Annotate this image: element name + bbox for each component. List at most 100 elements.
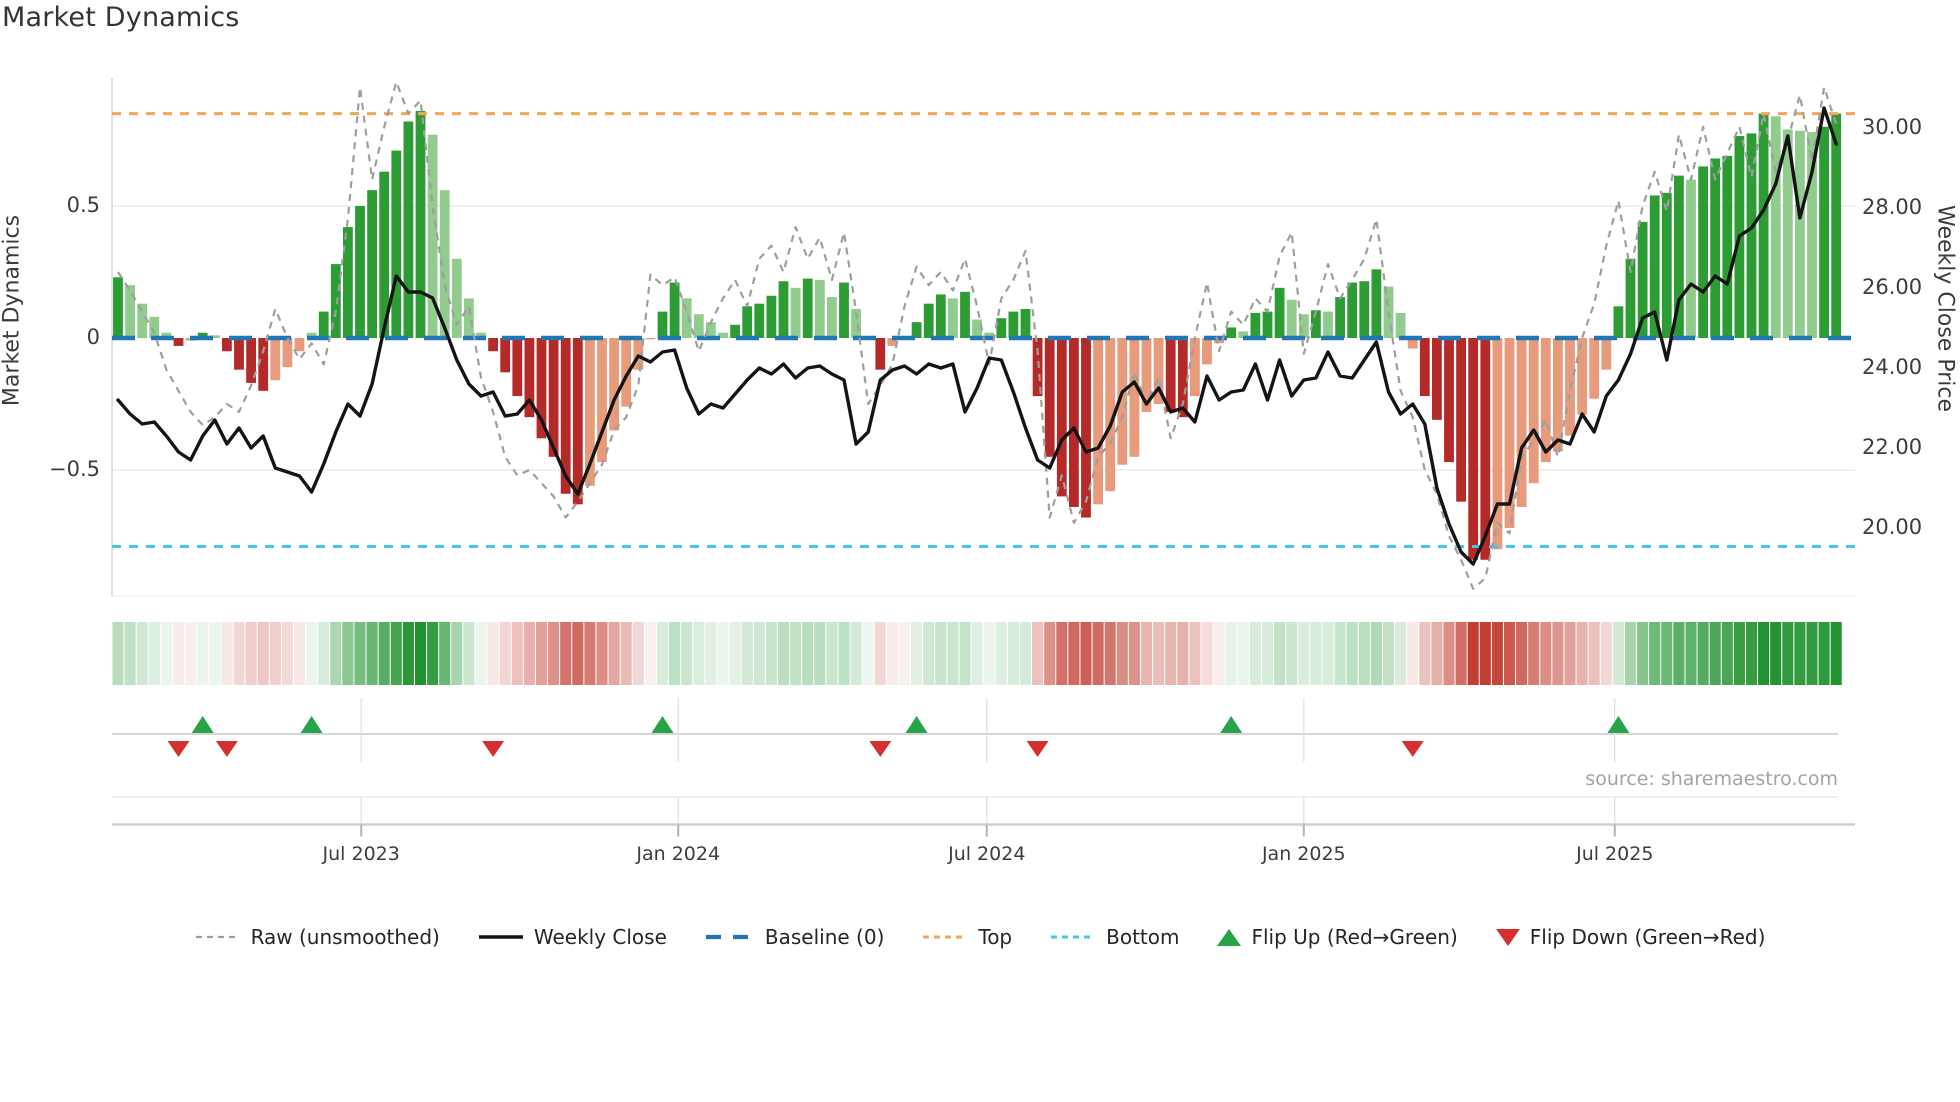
y-axis-label-left: Market Dynamics <box>0 214 25 407</box>
heatmap-cell <box>1382 622 1395 685</box>
oscillator-bar <box>197 332 208 338</box>
heatmap-cell <box>1177 622 1189 685</box>
oscillator-bar <box>633 338 644 370</box>
legend-label: Raw (unsmoothed) <box>250 925 440 949</box>
flip-up-marker <box>1607 716 1630 733</box>
oscillator-bar <box>1528 338 1539 484</box>
heatmap-cell <box>802 622 814 685</box>
price-line <box>116 106 1838 566</box>
oscillator-bar <box>464 298 474 338</box>
heatmap-cell <box>983 622 995 685</box>
heatmap-cell <box>959 622 971 685</box>
flip-up-marker <box>905 716 928 733</box>
oscillator-bar <box>1008 311 1019 338</box>
oscillator-bar <box>1637 221 1648 338</box>
heatmap-cell <box>269 622 281 685</box>
y-tick-label-left: 0.5 <box>66 193 100 217</box>
heatmap-cell <box>1322 622 1334 685</box>
heatmap-cell <box>1588 622 1600 685</box>
oscillator-bar <box>379 171 390 338</box>
heatmap-cell <box>535 622 548 685</box>
legend: Raw (unsmoothed) Weekly Close Baseline (0)… <box>0 925 1960 949</box>
heatmap-cell <box>1806 622 1818 685</box>
oscillator-bar <box>645 338 656 340</box>
heatmap-cell <box>874 622 886 685</box>
oscillator-bar <box>306 332 317 338</box>
oscillator-bar <box>1056 338 1067 497</box>
flip-up-marker <box>651 716 674 733</box>
heatmap-cell <box>620 622 632 685</box>
oscillator-bar <box>1177 338 1188 418</box>
flip-down-marker <box>869 741 892 757</box>
oscillator-bar <box>1190 338 1200 397</box>
heatmap-cell <box>1721 622 1733 685</box>
oscillator-bar <box>1371 269 1382 338</box>
oscillator-bar <box>367 190 377 338</box>
heatmap-cell <box>971 622 983 685</box>
heatmap-cell <box>1649 622 1661 685</box>
heatmap-cell <box>1358 622 1370 685</box>
y-tick-label-right: 24.00 <box>1862 355 1923 379</box>
oscillator-bar <box>355 206 365 338</box>
oscillator-bar <box>1540 338 1551 463</box>
heatmap-cell <box>511 622 523 685</box>
heatmap-cell <box>1733 622 1745 685</box>
heatmap-cell <box>1794 622 1806 685</box>
heatmap-cell <box>1830 622 1842 685</box>
legend-swatch-top <box>922 928 968 946</box>
heatmap-cell <box>693 622 705 685</box>
oscillator-bar <box>1686 179 1696 338</box>
heatmap-cell <box>632 622 644 685</box>
oscillator-bar <box>439 190 450 338</box>
flip-down-marker <box>1401 741 1424 757</box>
heatmap-cell <box>1491 622 1503 685</box>
heatmap-cell <box>705 622 717 685</box>
heatmap-cell <box>560 622 572 685</box>
heatmap-cell <box>1600 622 1612 685</box>
oscillator-bar <box>1456 338 1466 502</box>
oscillator-bar <box>391 150 402 338</box>
oscillator-bar <box>1492 338 1503 550</box>
heatmap-cell <box>1479 622 1491 685</box>
heatmap-cell <box>1758 622 1770 685</box>
oscillator-bar <box>427 134 438 338</box>
heatmap-cell <box>656 622 669 685</box>
oscillator-bar <box>706 322 716 338</box>
heatmap-cell <box>1056 622 1068 685</box>
oscillator-bar <box>693 314 704 338</box>
heatmap-cell <box>717 622 729 685</box>
oscillator-bar <box>669 282 680 338</box>
oscillator-bar <box>1746 133 1757 338</box>
flip-up-marker <box>300 716 323 733</box>
heatmap-cell <box>1346 622 1358 685</box>
oscillator-bar <box>827 297 837 338</box>
x-tick-label: Jul 2025 <box>1576 843 1654 865</box>
heatmap-cell <box>1564 622 1576 685</box>
heatmap-cell <box>1007 622 1019 685</box>
heatmap-cell <box>1201 622 1213 685</box>
oscillator-bar <box>1262 311 1273 338</box>
heatmap-cell <box>1286 622 1298 685</box>
oscillator-bar <box>1710 158 1721 338</box>
heatmap-cell <box>911 622 923 685</box>
heatmap-cell <box>427 622 439 685</box>
x-tick-label: Jan 2024 <box>636 843 721 865</box>
legend-item-flipup: Flip Up (Red→Green) <box>1217 925 1458 949</box>
oscillator-bar <box>246 338 256 383</box>
heatmap-cell <box>1310 622 1322 685</box>
oscillator-bar <box>1577 338 1587 415</box>
heatmap-cell <box>1249 622 1261 685</box>
oscillator-bar <box>754 303 765 338</box>
oscillator-bar <box>1250 312 1261 338</box>
heatmap-cell <box>1225 622 1237 685</box>
y-tick-label-right: 30.00 <box>1862 115 1923 139</box>
heatmap-cell <box>1165 622 1177 685</box>
legend-item-flipdown: Flip Down (Green→Red) <box>1495 925 1765 949</box>
oscillator-bar <box>1032 338 1043 397</box>
heatmap-cell <box>475 622 487 685</box>
legend-label: Bottom <box>1106 925 1180 949</box>
oscillator-bar <box>1770 116 1781 339</box>
heatmap-cell <box>1637 622 1649 685</box>
oscillator-bar <box>330 264 341 338</box>
heatmap-cell <box>293 622 306 685</box>
